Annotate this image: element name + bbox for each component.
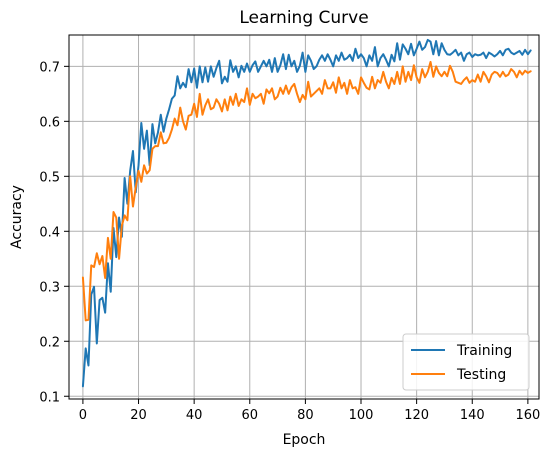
series-line-testing xyxy=(81,60,532,322)
x-tick-label: 140 xyxy=(460,408,485,423)
y-tick-label: 0.3 xyxy=(39,280,60,295)
x-tick-label: 80 xyxy=(297,408,314,423)
x-tick-label: 160 xyxy=(515,408,540,423)
x-tick-label: 100 xyxy=(349,408,374,423)
x-tick-label: 120 xyxy=(404,408,429,423)
legend-label-testing: Testing xyxy=(456,367,506,383)
x-tick-label: 0 xyxy=(79,408,87,423)
y-tick-label: 0.5 xyxy=(39,170,60,185)
series-line-training xyxy=(81,38,532,388)
y-tick-label: 0.6 xyxy=(39,115,60,130)
x-tick-label: 60 xyxy=(241,408,258,423)
legend-label-training: Training xyxy=(456,343,512,359)
x-axis-label: Epoch xyxy=(283,432,326,448)
legend: Training Testing xyxy=(402,333,530,391)
series-lines xyxy=(81,38,532,388)
y-axis-label: Accuracy xyxy=(9,185,25,249)
chart-title: Learning Curve xyxy=(239,8,368,28)
x-tick-label: 40 xyxy=(186,408,203,423)
legend-box xyxy=(402,333,530,391)
grid-lines xyxy=(69,35,539,399)
y-tick-label: 0.1 xyxy=(39,390,60,405)
y-tick-label: 0.2 xyxy=(39,335,60,350)
x-tick-label: 20 xyxy=(130,408,147,423)
axis-ticks: 0 20 40 60 80 100 120 140 160 0.1 0.2 0.3 0.4 0.5 0.6 0… xyxy=(39,60,540,423)
plot-frame xyxy=(68,34,540,400)
y-tick-label: 0.4 xyxy=(39,225,60,240)
y-tick-label: 0.7 xyxy=(39,60,60,75)
